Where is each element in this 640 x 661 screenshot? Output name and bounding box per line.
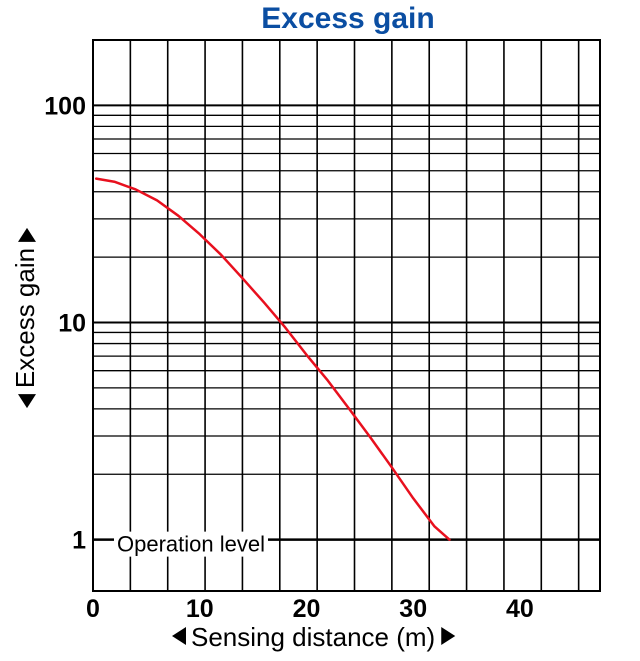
x-tick-label: 30 [399,595,427,623]
series-group [94,177,451,541]
right-arrow-icon [441,627,456,645]
x-axis-label: Sensing distance (m) [191,622,435,652]
down-arrow-icon [18,394,36,409]
y-tick-labels: 1 10 100 [44,92,86,554]
y-tick-label: 100 [44,92,86,120]
left-arrow-icon [172,627,186,645]
operation-level-label-background [114,531,268,557]
plot-frame [92,39,601,592]
chart-title: Excess gain [261,2,434,35]
y-tick-label: 10 [58,309,86,337]
x-axis-label-group: Sensing distance (m) [172,622,456,652]
grid-lines [93,39,600,591]
y-tick-label: 1 [72,527,86,555]
y-axis-label-group: Excess gain [10,227,40,409]
x-tick-label: 10 [186,595,214,623]
x-tick-label: 0 [86,595,100,623]
x-tick-label: 20 [293,595,321,623]
series-line-0 [94,177,451,541]
x-tick-label: 40 [506,595,534,623]
y-axis-label: Excess gain [10,248,40,388]
operation-level-label: Operation level [117,532,265,557]
up-arrow-icon [18,227,36,242]
operation-level-group: Operation level [93,531,600,557]
x-tick-labels: 0 10 20 30 40 [86,595,534,623]
